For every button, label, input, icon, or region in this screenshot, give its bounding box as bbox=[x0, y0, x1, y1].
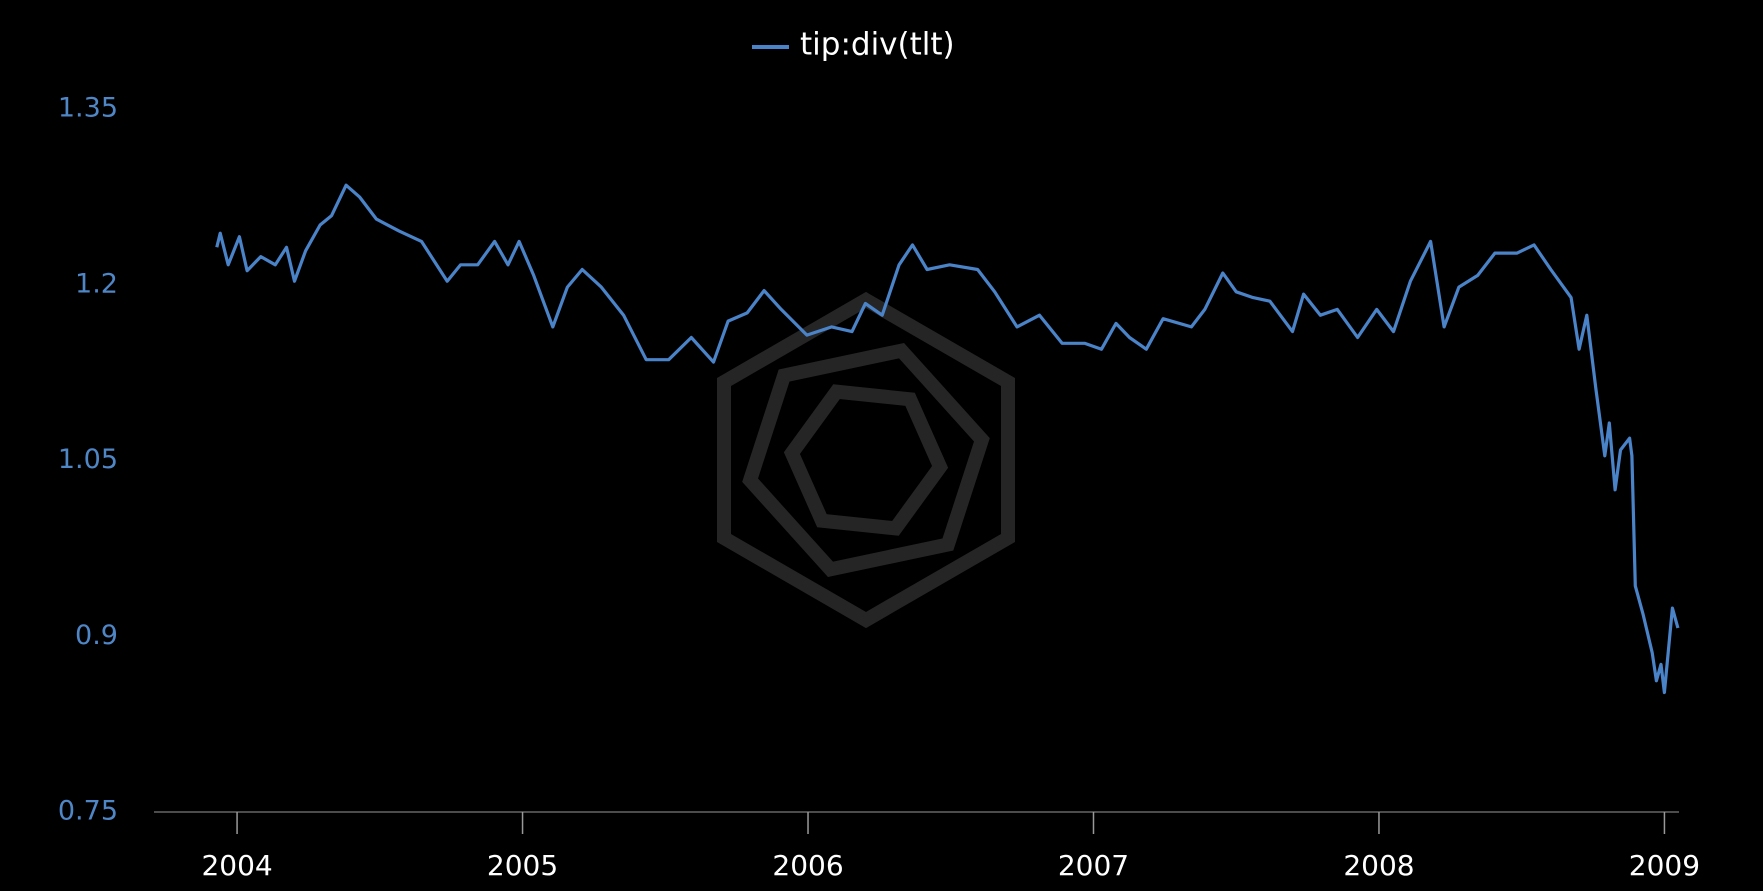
watermark bbox=[717, 291, 1015, 629]
x-tick-label: 2005 bbox=[487, 849, 558, 882]
y-tick-label: 1.2 bbox=[75, 268, 118, 299]
x-tick-label: 2009 bbox=[1629, 849, 1700, 882]
y-tick-label: 1.05 bbox=[58, 444, 118, 475]
x-tick-label: 2006 bbox=[772, 849, 843, 882]
y-tick-label: 0.75 bbox=[58, 796, 118, 827]
data-line bbox=[215, 183, 1680, 695]
x-tick-label: 2004 bbox=[201, 849, 272, 882]
x-tick-label: 2007 bbox=[1058, 849, 1129, 882]
y-tick-label: 0.9 bbox=[75, 620, 118, 651]
legend-label: tip:div(tlt) bbox=[800, 27, 955, 63]
x-tick-label: 2008 bbox=[1343, 849, 1414, 882]
y-tick-label: 1.35 bbox=[58, 93, 118, 124]
